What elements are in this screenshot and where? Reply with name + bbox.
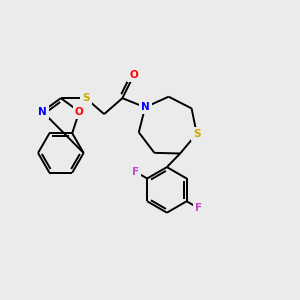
Text: S: S bbox=[193, 129, 200, 139]
Text: O: O bbox=[129, 70, 138, 80]
Text: F: F bbox=[132, 167, 139, 177]
Text: N: N bbox=[38, 106, 47, 117]
Text: N: N bbox=[141, 102, 149, 112]
Text: F: F bbox=[195, 203, 202, 213]
Text: S: S bbox=[82, 93, 90, 103]
Text: O: O bbox=[75, 106, 84, 117]
